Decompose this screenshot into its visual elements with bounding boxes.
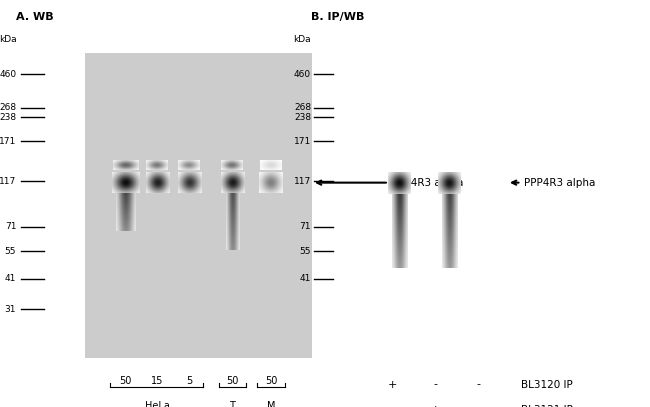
Text: 15: 15 (151, 376, 164, 387)
Text: PPP4R3 alpha: PPP4R3 alpha (317, 177, 463, 188)
Text: +: + (388, 379, 397, 389)
Text: 31: 31 (5, 305, 16, 314)
Text: -: - (391, 405, 395, 407)
Text: B. IP/WB: B. IP/WB (311, 12, 365, 22)
Text: 117: 117 (0, 177, 16, 186)
Text: T: T (229, 401, 235, 407)
Text: kDa: kDa (0, 35, 16, 44)
Text: M: M (266, 401, 276, 407)
Text: 50: 50 (265, 376, 278, 387)
Text: HeLa: HeLa (145, 401, 170, 407)
Text: 71: 71 (5, 222, 16, 232)
Text: 460: 460 (294, 70, 311, 79)
Text: +: + (431, 405, 440, 407)
Text: 71: 71 (300, 222, 311, 232)
Text: 460: 460 (0, 70, 16, 79)
Text: PPP4R3 alpha: PPP4R3 alpha (512, 177, 595, 188)
Text: 238: 238 (0, 112, 16, 122)
Text: 50: 50 (119, 376, 132, 387)
Text: -: - (476, 379, 480, 389)
Text: 50: 50 (226, 376, 239, 387)
Text: 171: 171 (0, 137, 16, 146)
Text: kDa: kDa (293, 35, 311, 44)
Text: 41: 41 (5, 274, 16, 283)
Text: 268: 268 (0, 103, 16, 112)
FancyBboxPatch shape (84, 53, 312, 358)
Text: 55: 55 (300, 247, 311, 256)
Text: 55: 55 (5, 247, 16, 256)
Text: 268: 268 (294, 103, 311, 112)
Text: 5: 5 (186, 376, 192, 387)
Text: -: - (434, 379, 437, 389)
Text: 117: 117 (294, 177, 311, 186)
Text: 238: 238 (294, 112, 311, 122)
Text: -: - (476, 405, 480, 407)
Text: 41: 41 (300, 274, 311, 283)
Text: A. WB: A. WB (16, 12, 54, 22)
Text: BL3121 IP: BL3121 IP (521, 405, 573, 407)
Text: 171: 171 (294, 137, 311, 146)
Text: BL3120 IP: BL3120 IP (521, 379, 573, 389)
